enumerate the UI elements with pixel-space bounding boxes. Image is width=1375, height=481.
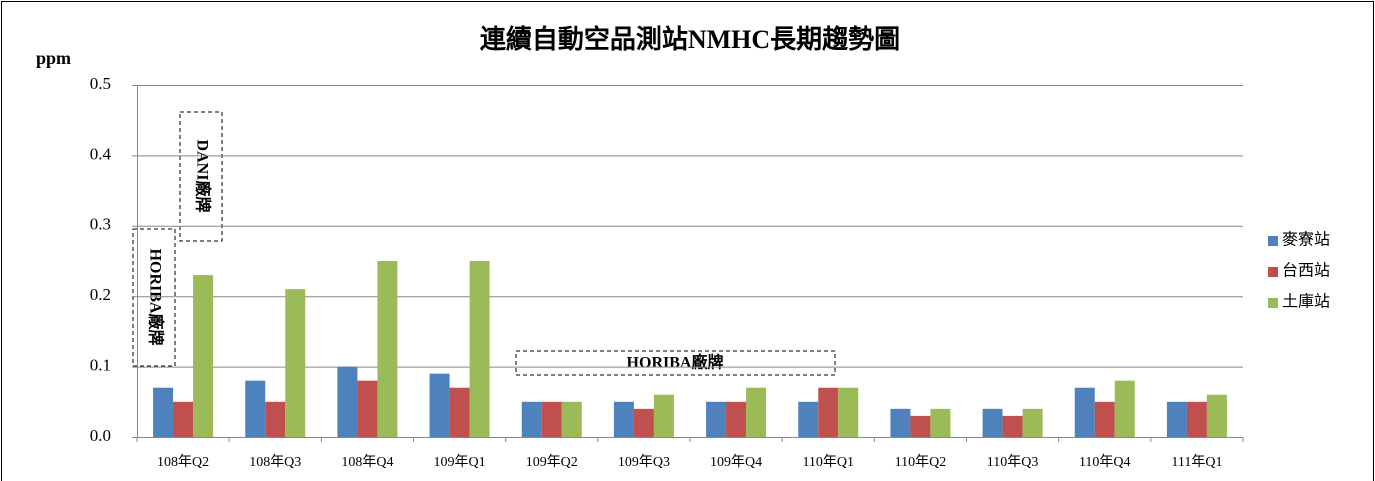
y-axis-label: ppm	[36, 48, 71, 68]
legend-label: 土庫站	[1282, 293, 1330, 311]
legend-label: 台西站	[1282, 262, 1330, 280]
bar	[726, 401, 747, 437]
x-tick-label: 110年Q3	[987, 454, 1039, 470]
bar	[285, 289, 306, 437]
y-tick-label: 0.5	[90, 74, 111, 93]
annotation-box	[515, 350, 836, 376]
bar	[1022, 408, 1043, 437]
bar	[910, 415, 931, 437]
x-tick-label: 109年Q2	[526, 454, 578, 470]
legend-swatch	[1268, 267, 1278, 277]
y-tick-label: 0.4	[90, 144, 112, 163]
x-tick-label: 111年Q1	[1171, 454, 1222, 470]
bar	[541, 401, 562, 437]
bar	[357, 380, 378, 437]
bar	[153, 387, 174, 437]
bar	[1114, 380, 1135, 437]
bar	[193, 275, 214, 437]
x-tick-label: 109年Q1	[434, 454, 486, 470]
bar	[982, 408, 1003, 437]
x-tick-label: 109年Q3	[618, 454, 670, 470]
bar	[818, 387, 839, 437]
x-tick-label: 110年Q1	[802, 454, 854, 470]
bar	[930, 408, 951, 437]
bar	[245, 380, 266, 437]
x-tick-label: 110年Q4	[1079, 454, 1131, 470]
y-tick-label: 0.3	[90, 215, 111, 234]
bar	[561, 401, 582, 437]
bar	[653, 394, 674, 437]
bar	[706, 401, 727, 437]
x-tick-label: 109年Q4	[710, 454, 762, 470]
bar	[838, 387, 859, 437]
bar	[449, 387, 470, 437]
annotation: HORIBA廠牌	[627, 353, 724, 372]
bar	[521, 401, 542, 437]
legend-label: 麥寮站	[1282, 231, 1330, 249]
bar	[377, 261, 398, 437]
bar	[633, 408, 654, 437]
bar	[1186, 401, 1207, 437]
x-tick-label: 108年Q4	[341, 454, 393, 470]
bar	[798, 401, 819, 437]
chart-title: 連續自動空品測站NMHC長期趨勢圖	[480, 24, 900, 54]
annotation-box	[179, 111, 223, 242]
bar	[173, 401, 194, 437]
bar	[337, 366, 358, 437]
bar	[746, 387, 767, 437]
bar	[1094, 401, 1115, 437]
bar	[1206, 394, 1227, 437]
y-tick-label: 0.1	[90, 356, 111, 375]
y-tick-label: 0.0	[90, 426, 111, 445]
annotation-box	[132, 228, 176, 367]
legend-swatch	[1268, 298, 1278, 308]
bar	[1166, 401, 1187, 437]
bar	[613, 401, 634, 437]
y-tick-label: 0.2	[90, 285, 111, 304]
bar	[429, 373, 450, 437]
bar	[890, 408, 911, 437]
bar	[265, 401, 286, 437]
annotation: DANI廠牌	[193, 140, 212, 213]
x-tick-label: 108年Q2	[157, 454, 209, 470]
x-tick-label: 110年Q2	[895, 454, 947, 470]
x-tick-label: 108年Q3	[249, 454, 301, 470]
bar	[469, 261, 490, 437]
bar	[1002, 415, 1023, 437]
legend-swatch	[1268, 236, 1278, 246]
bar	[1074, 387, 1095, 437]
